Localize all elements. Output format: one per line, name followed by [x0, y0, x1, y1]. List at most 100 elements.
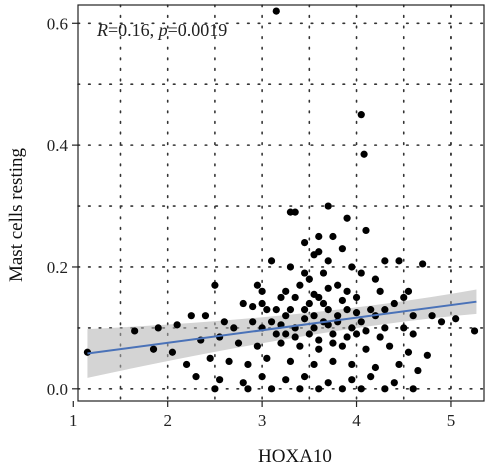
data-point	[400, 293, 408, 302]
data-point	[272, 330, 280, 338]
data-point	[381, 306, 389, 314]
data-point	[301, 315, 309, 323]
data-point	[282, 287, 290, 295]
data-point	[301, 306, 309, 314]
data-point	[437, 318, 446, 326]
data-point	[338, 245, 346, 253]
y-axis-title: Mast cells resting	[6, 147, 27, 282]
data-point	[357, 385, 365, 393]
data-point	[315, 248, 323, 256]
data-point	[371, 363, 380, 372]
data-point	[253, 342, 261, 350]
data-point	[258, 287, 266, 295]
data-point	[376, 287, 384, 295]
data-point	[267, 385, 276, 393]
data-point	[258, 299, 266, 308]
confidence-band-layer	[87, 289, 477, 378]
data-point	[310, 360, 318, 369]
data-point	[395, 360, 403, 369]
data-point	[301, 269, 309, 277]
data-point	[343, 287, 351, 295]
data-point	[362, 345, 370, 353]
data-point	[301, 239, 309, 247]
data-point	[334, 281, 342, 289]
data-point	[362, 327, 370, 335]
data-point	[409, 385, 417, 393]
data-point	[286, 357, 295, 365]
data-point	[267, 318, 276, 326]
data-point	[315, 232, 323, 241]
correlation-annotation: R=0.16, p=0.0019	[96, 20, 227, 40]
data-point	[206, 354, 214, 362]
data-point	[305, 299, 313, 308]
data-point	[263, 354, 271, 362]
x-tick-label: 5	[447, 411, 456, 430]
data-point	[428, 312, 436, 320]
data-point	[409, 330, 417, 338]
x-tick-label: 1	[69, 411, 78, 430]
confidence-band	[87, 289, 477, 378]
axes	[72, 4, 485, 407]
data-point	[352, 309, 361, 317]
data-point	[348, 324, 356, 332]
x-tick-label: 4	[352, 411, 361, 430]
data-point	[192, 373, 200, 381]
data-point	[371, 275, 380, 283]
data-point	[305, 275, 313, 283]
data-point	[234, 339, 243, 347]
data-point	[360, 150, 368, 158]
data-point	[282, 376, 290, 384]
data-point	[343, 306, 351, 314]
data-point	[272, 306, 280, 314]
data-point	[324, 321, 332, 329]
y-tick-label: 0.0	[47, 380, 68, 399]
data-point	[324, 379, 332, 387]
data-point	[239, 379, 247, 387]
data-point	[282, 312, 290, 320]
data-point	[404, 348, 413, 356]
x-axis-title: HOXA10	[258, 446, 332, 467]
data-point	[343, 214, 351, 222]
x-tick-label: 3	[258, 411, 267, 430]
data-point	[329, 232, 337, 241]
data-point	[329, 357, 337, 365]
data-point	[239, 299, 247, 308]
data-point	[310, 324, 318, 332]
data-point	[249, 302, 257, 311]
data-point	[131, 327, 139, 335]
tick-labels: 1 2 3 4 5 0.0 0.2 0.4 0.6	[47, 14, 455, 430]
data-point	[348, 360, 356, 369]
data-point	[310, 312, 318, 320]
data-point	[324, 257, 332, 265]
data-point	[173, 321, 181, 329]
regression-line-layer	[87, 300, 477, 355]
data-point	[381, 257, 389, 265]
data-point	[168, 348, 177, 356]
data-point	[319, 299, 328, 308]
data-point	[348, 263, 356, 271]
data-point	[390, 379, 398, 387]
data-point	[367, 373, 375, 381]
data-point	[404, 287, 413, 295]
data-point	[149, 345, 158, 353]
data-point	[267, 257, 276, 265]
data-point	[367, 306, 375, 314]
p-value: =0.0019	[168, 20, 228, 40]
data-point	[310, 290, 318, 298]
data-point	[423, 351, 431, 359]
r-label: R	[96, 20, 108, 40]
data-point	[414, 366, 422, 375]
data-point	[296, 281, 304, 289]
data-point	[211, 385, 219, 393]
data-point	[244, 360, 252, 369]
data-point	[315, 336, 323, 344]
data-point	[357, 111, 365, 119]
data-point	[220, 318, 228, 326]
data-point	[286, 306, 295, 314]
p-label: p	[157, 20, 168, 40]
data-point	[319, 269, 328, 277]
data-point	[154, 324, 162, 332]
data-point	[244, 385, 252, 393]
data-point	[324, 284, 332, 292]
